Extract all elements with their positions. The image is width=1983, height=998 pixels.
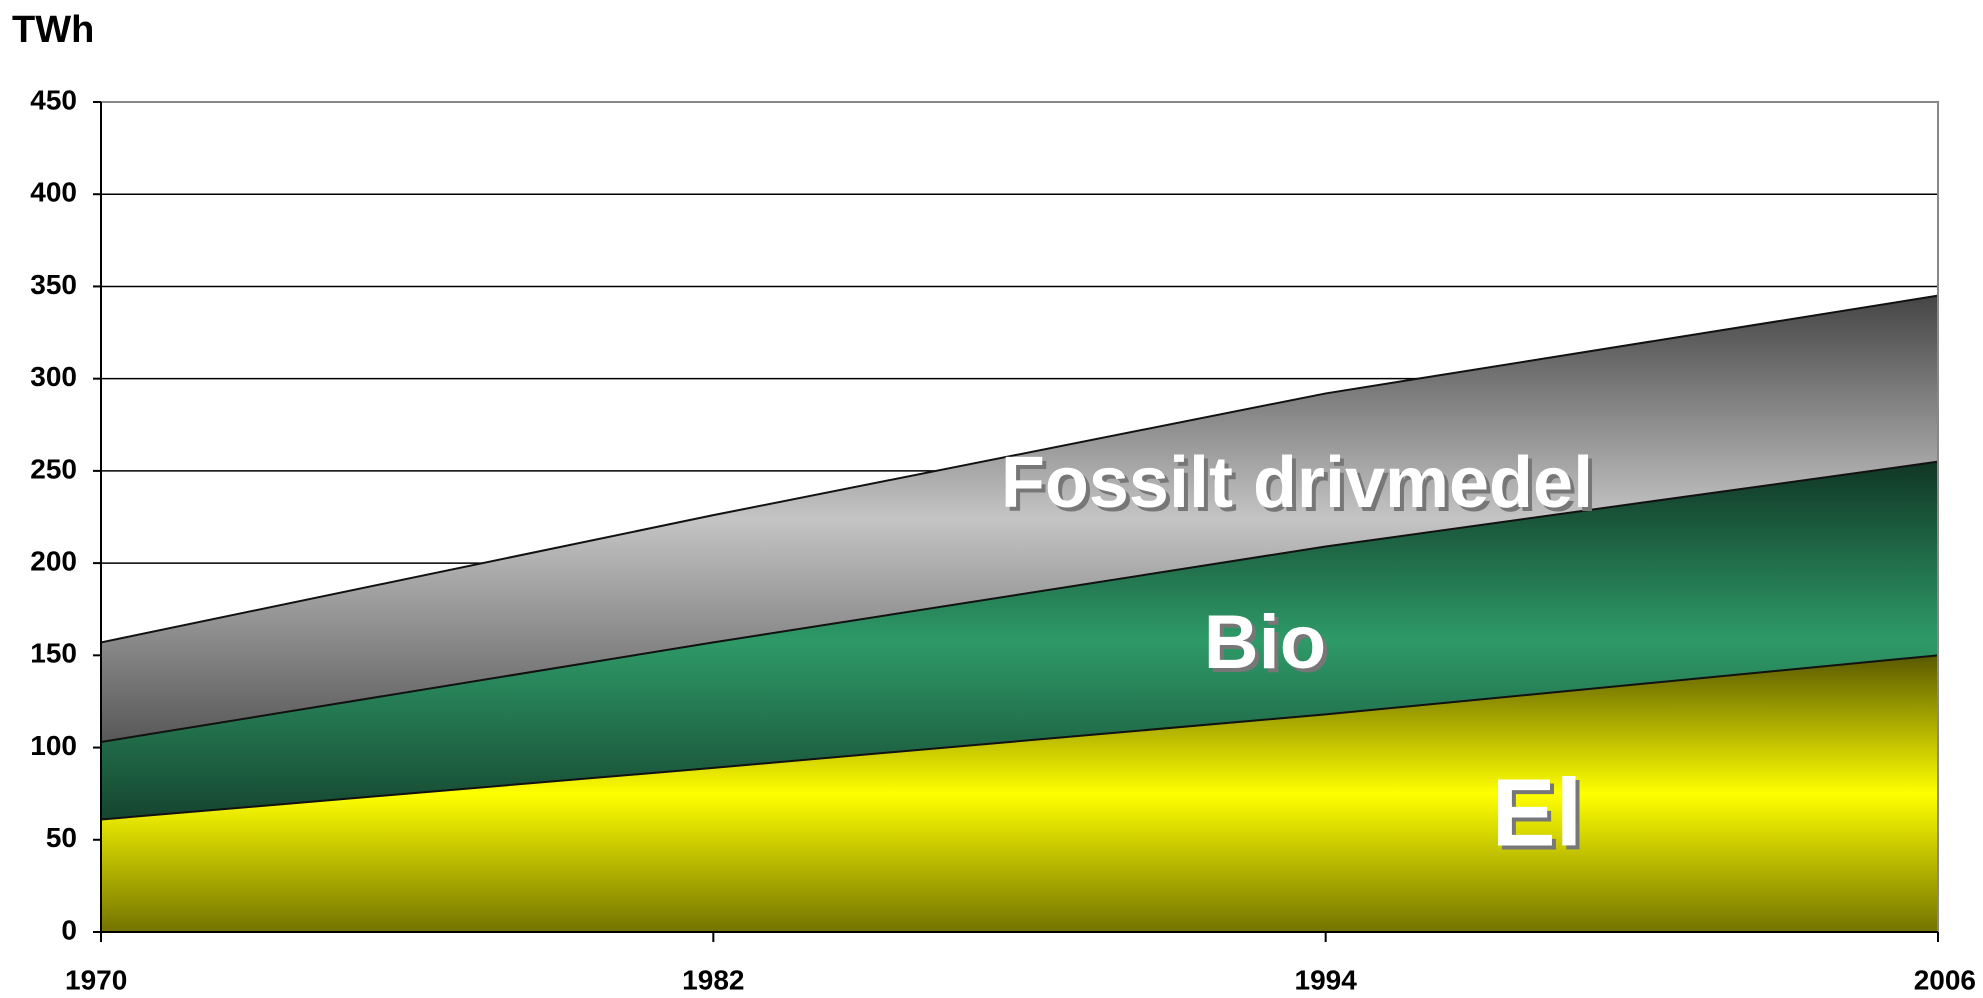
x-tick-label: 1970: [65, 964, 127, 995]
y-tick-label: 0: [61, 914, 77, 945]
series-label-shadow: Fossilt drivmedel: [1005, 447, 1597, 527]
y-axis-label: TWh: [12, 9, 94, 51]
y-tick-label: 300: [30, 361, 77, 392]
area: [101, 295, 1938, 743]
series-label-shadow: Bio: [1208, 604, 1330, 689]
series-label-shadow: El: [1496, 763, 1587, 870]
y-tick-label: 100: [30, 730, 77, 761]
area-edges: [100, 294, 1939, 821]
areas: [101, 295, 1938, 932]
area: [101, 655, 1938, 932]
y-tick-label: 150: [30, 638, 77, 669]
series-label: El: [1492, 759, 1583, 866]
area-edge: [100, 294, 1939, 644]
x-tick-label: 2006: [1914, 964, 1976, 995]
x-tick-label: 1982: [682, 964, 744, 995]
y-tick-label: 400: [30, 177, 77, 208]
y-tick-label: 200: [30, 546, 77, 577]
area-edge: [100, 460, 1939, 744]
plot-frame: [101, 101, 1939, 932]
series-label: Bio: [1204, 600, 1326, 685]
area: [101, 461, 1938, 820]
y-tick-label: 450: [30, 84, 77, 115]
y-tick-label: 350: [30, 269, 77, 300]
series-label: Fossilt drivmedel: [1001, 443, 1593, 523]
area-edge: [100, 654, 1939, 821]
y-tick-label: 50: [46, 822, 77, 853]
x-tick-label: 1994: [1295, 964, 1358, 995]
y-tick-label: 250: [30, 453, 77, 484]
